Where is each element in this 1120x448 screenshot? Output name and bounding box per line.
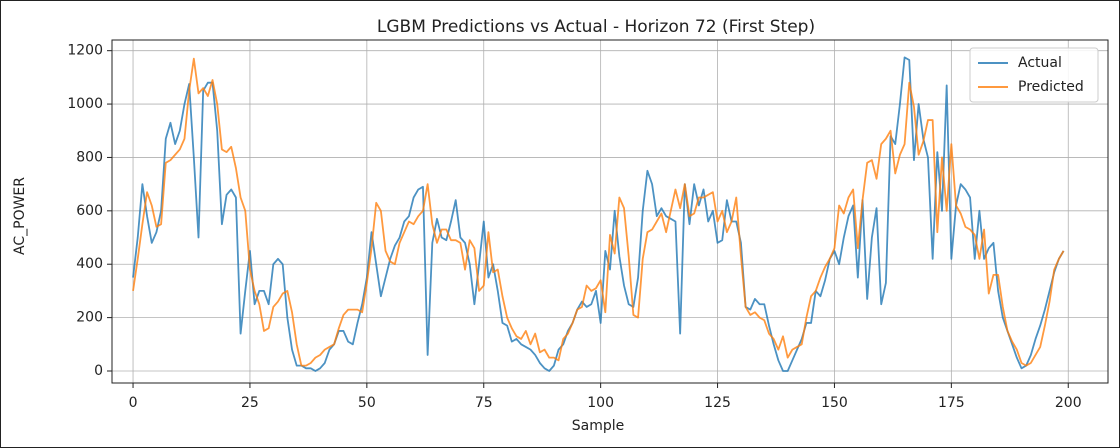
y-tick-label: 1200: [67, 43, 103, 59]
x-tick-label: 175: [938, 395, 965, 411]
x-tick-label: 200: [1055, 395, 1082, 411]
chart-title: LGBM Predictions vs Actual - Horizon 72 …: [377, 17, 815, 37]
x-tick-label: 100: [587, 395, 614, 411]
x-tick-label: 50: [358, 395, 376, 411]
legend-label: Actual: [1018, 55, 1062, 71]
plot-frame: [111, 39, 1109, 384]
y-tick-label: 600: [76, 203, 103, 219]
x-tick-label: 150: [821, 395, 848, 411]
series-line: [132, 56, 1065, 372]
x-tick-label: 25: [241, 395, 259, 411]
x-tick-label: 0: [129, 395, 138, 411]
legend-label: Predicted: [1018, 79, 1084, 95]
y-tick-label: 800: [76, 149, 103, 165]
x-axis-label: Sample: [572, 418, 625, 434]
y-tick-label: 200: [76, 310, 103, 326]
y-tick-label: 0: [94, 363, 103, 379]
x-tick-label: 75: [475, 395, 493, 411]
series-line: [132, 57, 1065, 367]
y-axis-label: AC_POWER: [12, 177, 28, 255]
y-tick-label: 1000: [67, 96, 103, 112]
y-tick-label: 400: [76, 256, 103, 272]
legend-box: [969, 47, 1099, 103]
x-tick-label: 125: [704, 395, 731, 411]
